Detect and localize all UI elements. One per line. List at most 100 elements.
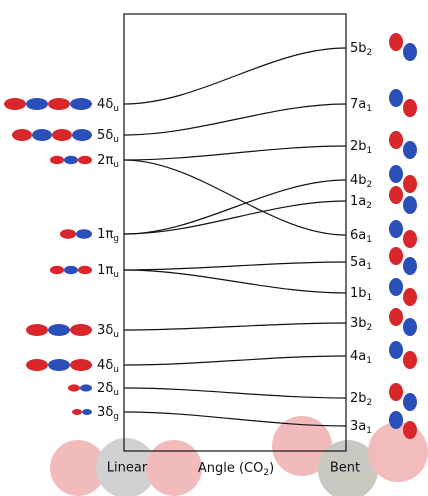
correlation-line: [124, 180, 346, 234]
orbital-lobe: [70, 359, 92, 371]
level-label: 5a1: [350, 255, 372, 272]
level-label: 3δg: [97, 405, 119, 422]
axis-label-end: ): [269, 461, 274, 476]
level-label-main: 6a: [350, 228, 366, 243]
orbital-lobe: [389, 278, 403, 296]
level-label: 5δu: [97, 128, 119, 145]
level-label-main: 3δ: [97, 323, 113, 338]
level-label: 3δu: [97, 323, 119, 340]
atom: [368, 422, 428, 482]
level-label: 1πg: [97, 227, 119, 244]
level-label-main: 2b: [350, 391, 367, 406]
level-label: 2b2: [350, 391, 372, 408]
level-label-main: 2π: [97, 153, 113, 168]
orbital-lobe: [72, 409, 82, 415]
correlation-line: [124, 104, 346, 135]
level-label-main: 3a: [350, 419, 366, 434]
orbital-lobe: [389, 33, 403, 51]
correlation-line: [124, 160, 346, 235]
level-label-main: 5a: [350, 255, 366, 270]
level-label-sub: 2: [367, 323, 373, 333]
orbital-lobe: [72, 129, 92, 141]
level-label-main: 1a: [350, 194, 366, 209]
level-label: 7a1: [350, 97, 372, 114]
level-label-sub: 2: [366, 201, 372, 211]
level-label-sub: g: [113, 234, 119, 244]
level-label-sub: g: [113, 412, 119, 422]
level-label-main: 5δ: [97, 128, 113, 143]
level-label: 4δu: [97, 97, 119, 114]
orbital-lobe: [64, 156, 78, 164]
orbital-lobe: [4, 98, 26, 110]
level-label: 4b2: [350, 173, 372, 190]
orbital-lobe: [70, 324, 92, 336]
level-label-main: 2δ: [97, 381, 113, 396]
level-label-main: 1π: [97, 227, 113, 242]
orbital-lobe: [403, 43, 417, 61]
level-label-sub: u: [113, 270, 119, 280]
level-label-sub: 2: [367, 180, 373, 190]
linear-label: Linear: [107, 461, 148, 476]
orbital-lobe: [389, 186, 403, 204]
orbital-lobe: [50, 156, 64, 164]
level-label-sub: u: [113, 135, 119, 145]
level-label-main: 1π: [97, 263, 113, 278]
orbital-lobe: [80, 384, 92, 391]
orbital-lobe: [403, 141, 417, 159]
correlation-line: [124, 262, 346, 270]
orbital-lobe: [32, 129, 52, 141]
level-label: 6a1: [350, 228, 372, 245]
atom: [146, 440, 202, 496]
level-label-main: 4δ: [97, 97, 113, 112]
orbital-lobe: [52, 129, 72, 141]
orbital-lobe: [389, 89, 403, 107]
level-label-main: 4a: [350, 349, 366, 364]
orbital-lobe: [78, 266, 92, 274]
level-label: 4a1: [350, 349, 372, 366]
orbital-lobe: [403, 421, 417, 439]
correlation-line: [124, 48, 346, 104]
orbital-lobe: [389, 247, 403, 265]
correlation-line: [124, 146, 346, 160]
orbital-lobe: [60, 229, 76, 239]
orbital-lobe: [48, 359, 70, 371]
level-label-main: 4b: [350, 173, 367, 188]
level-label-sub: u: [113, 160, 119, 170]
level-label: 1a2: [350, 194, 372, 211]
level-label-sub: u: [113, 388, 119, 398]
correlation-line: [124, 270, 346, 293]
level-label-main: 2b: [350, 139, 367, 154]
orbital-lobe: [389, 411, 403, 429]
level-label-sub: 1: [367, 293, 373, 303]
level-label-sub: 1: [367, 146, 373, 156]
orbital-lobe: [48, 98, 70, 110]
level-label-main: 3δ: [97, 405, 113, 420]
orbital-lobe: [403, 393, 417, 411]
level-label-main: 5b: [350, 41, 367, 56]
orbital-lobe: [403, 99, 417, 117]
levels: 4δu5δu2πu1πg1πu3δu4δu2δu3δg5b27a12b14b21…: [4, 33, 417, 439]
level-label-main: 3b: [350, 316, 367, 331]
orbital-lobe: [389, 220, 403, 238]
level-label-sub: 2: [367, 48, 373, 58]
level-label-main: 1b: [350, 286, 367, 301]
orbital-lobe: [403, 257, 417, 275]
level-label-sub: 1: [366, 235, 372, 245]
level-label: 3b2: [350, 316, 372, 333]
orbital-lobe: [26, 359, 48, 371]
level-label-sub: 1: [366, 104, 372, 114]
orbital-lobe: [389, 341, 403, 359]
orbital-lobe: [403, 318, 417, 336]
level-label-sub: 1: [366, 426, 372, 436]
orbital-lobe: [82, 409, 92, 415]
orbital-lobe: [26, 98, 48, 110]
orbital-lobe: [403, 175, 417, 193]
correlation-line: [124, 388, 346, 398]
level-label: 2b1: [350, 139, 372, 156]
orbital-lobe: [70, 98, 92, 110]
level-label: 5b2: [350, 41, 372, 58]
orbital-lobe: [68, 384, 80, 391]
level-label-sub: 2: [367, 398, 373, 408]
orbital-lobe: [403, 351, 417, 369]
orbital-lobe: [26, 324, 48, 336]
